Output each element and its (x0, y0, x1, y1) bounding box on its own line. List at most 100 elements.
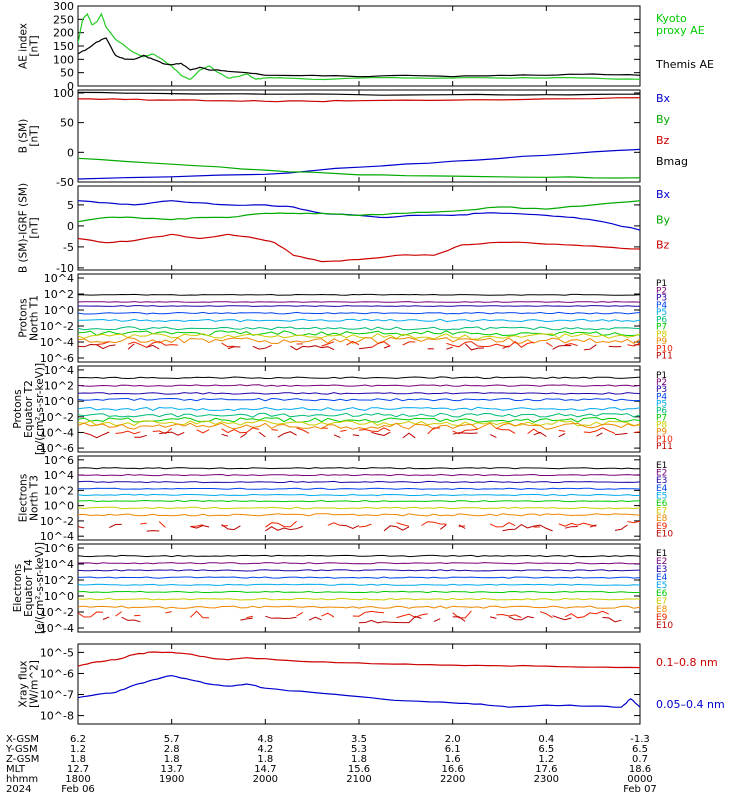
series-xray-00504nm (78, 674, 640, 708)
y-tick-label: 10^4 (44, 364, 74, 377)
ephemeris-value: 16.6 (442, 764, 464, 775)
ephemeris-value: 1.8 (70, 754, 86, 765)
y-axis-label: B (SM) (18, 119, 30, 153)
y-tick-label: 10^-2 (40, 515, 74, 528)
legend-label: E6 (656, 499, 668, 509)
y-tick-label: -5 (63, 241, 74, 254)
series-e_north-e10 (78, 524, 640, 531)
series-e_eq-e10 (103, 616, 634, 623)
y-axis-label: Xray flux (18, 661, 30, 708)
legend-label: E1 (656, 461, 667, 471)
y-tick-label: 10^4 (44, 469, 74, 482)
y-axis-label: [p/(cm²-s-sr-keV)] (34, 363, 46, 455)
series-e_eq-e6 (78, 590, 640, 594)
ephemeris-value: Feb 07 (623, 784, 657, 795)
y-tick-label: 10^4 (44, 558, 74, 571)
legend-label: E6 (656, 589, 668, 599)
legend-label: P6 (656, 315, 667, 325)
legend-label: 0.05–0.4 nm (656, 698, 725, 711)
series-e_north-e1 (78, 467, 640, 470)
legend-label: P3 (656, 294, 667, 304)
ephemeris-value: Feb 06 (61, 784, 95, 795)
y-tick-label: -50 (56, 176, 74, 189)
legend-label: Bx (656, 188, 671, 201)
y-tick-label: 250 (53, 13, 74, 26)
y-axis-label: North T3 (29, 475, 41, 521)
y-tick-label: 0 (67, 146, 74, 159)
series-e_north-e8 (78, 513, 640, 517)
ephemeris-value: 1.2 (70, 744, 86, 755)
ephemeris-value: 6.2 (70, 734, 86, 745)
ephemeris-row-label: Y-GSM (5, 744, 38, 755)
ephemeris-value: 1.2 (538, 754, 554, 765)
ephemeris-value: 18.6 (629, 764, 651, 775)
ephemeris-value: 6.1 (445, 744, 461, 755)
legend-label: E3 (656, 476, 667, 486)
ephemeris-value: 1900 (159, 774, 184, 785)
panel-frame-ae (77, 5, 641, 87)
series-e_north-e7 (78, 506, 640, 510)
y-tick-label: 150 (53, 40, 74, 53)
y-tick-label: 10^-4 (40, 426, 74, 439)
series-p_north-p3 (78, 305, 640, 307)
legend-label: P5 (656, 399, 667, 409)
legend-label: E2 (656, 557, 667, 567)
ephemeris-row-label: Z-GSM (6, 754, 39, 765)
legend-label: E1 (656, 549, 667, 559)
ephemeris-value: 2000 (253, 774, 278, 785)
y-tick-label: 10^-4 (40, 622, 74, 635)
series-p_north-p1 (78, 293, 640, 296)
ephemeris-value: 1.6 (445, 754, 461, 765)
y-tick-label: 0 (67, 80, 74, 93)
y-tick-label: 10^-2 (40, 320, 74, 333)
ephemeris-value: 13.7 (161, 764, 183, 775)
legend-label: By (656, 213, 671, 226)
ephemeris-value: 5.7 (164, 734, 180, 745)
legend-label: E2 (656, 469, 667, 479)
legend-label: P7 (656, 323, 667, 333)
y-tick-label: 100 (53, 87, 74, 100)
series-xray-0108nm (78, 651, 640, 669)
legend-label: P7 (656, 414, 667, 424)
y-tick-label: 50 (60, 117, 74, 130)
ephemeris-value: 2200 (440, 774, 465, 785)
legend-label: E5 (656, 491, 667, 501)
y-axis-label: Equator T2 (23, 380, 35, 438)
panel-frame-bdiff (77, 185, 641, 271)
ephemeris-value: 6.5 (632, 744, 648, 755)
y-axis-label: [nT] (29, 125, 41, 146)
y-axis-label: AE index (18, 23, 30, 69)
y-axis-label: B (SM)-IGRF (SM) (18, 183, 30, 273)
ephemeris-value: 17.6 (535, 764, 557, 775)
y-tick-label: 10^-6 (40, 667, 74, 680)
y-tick-label: 10^0 (44, 590, 74, 603)
panel-frame-e_eq (77, 543, 641, 633)
series-p_eq-p1 (78, 376, 640, 380)
y-tick-label: 10^-2 (40, 606, 74, 619)
series-p_eq-p4 (78, 397, 640, 402)
legend-label: E8 (656, 605, 668, 615)
series-p_eq-p5 (78, 406, 640, 412)
ephemeris-value: 1800 (65, 774, 90, 785)
legend-label: E7 (656, 597, 667, 607)
series-e_north-e2 (78, 473, 640, 477)
legend-label: By (656, 113, 671, 126)
y-tick-label: 10^6 (44, 542, 74, 555)
ephemeris-value: 2300 (534, 774, 559, 785)
series-e_eq-e8 (78, 605, 640, 609)
series-e_eq-e4 (78, 576, 640, 579)
y-axis-label: Electrons (18, 474, 30, 523)
series-e_eq-e5 (78, 583, 640, 586)
y-tick-label: 10^0 (44, 304, 74, 317)
legend-label: E4 (656, 484, 668, 494)
y-axis-label: Electrons (12, 564, 24, 613)
y-axis-label: [W/m^2] (29, 660, 41, 708)
y-tick-label: 10^0 (44, 395, 74, 408)
series-e_eq-e1 (78, 554, 640, 558)
ephemeris-value: 4.8 (257, 734, 273, 745)
legend-label: P1 (656, 371, 667, 381)
legend-label: Bx (656, 92, 671, 105)
series-p_eq-p11 (84, 431, 628, 439)
y-tick-label: 10^2 (44, 380, 74, 393)
legend-label: Kyoto (656, 12, 687, 25)
